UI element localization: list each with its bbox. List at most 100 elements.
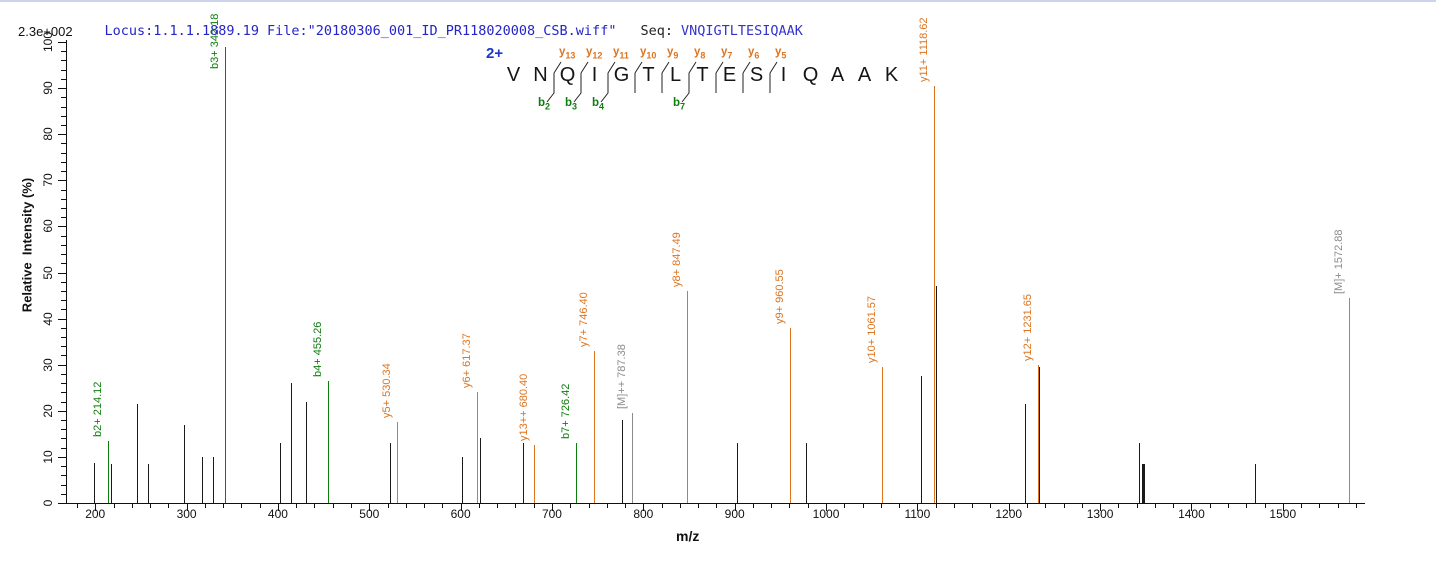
x-tick-label: 1200 xyxy=(995,507,1023,521)
x-tick-label: 1000 xyxy=(812,507,840,521)
file-text: File:"20180306_001_ID_PR118020008_CSB.wi… xyxy=(266,23,617,39)
y-minor-tick xyxy=(61,355,66,357)
spectrum-header: Locus:1.1.1.1889.19 File:"20180306_001_ID… xyxy=(72,7,803,55)
y-minor-tick xyxy=(61,69,66,71)
peak-label: y12+ 1231.65 xyxy=(1021,293,1034,361)
peak-line xyxy=(1038,367,1040,503)
x-minor-tick xyxy=(1264,504,1266,508)
x-minor-tick xyxy=(771,504,773,508)
peak-line xyxy=(328,380,330,503)
x-major-tick xyxy=(1008,504,1010,511)
x-minor-tick xyxy=(1118,504,1120,508)
sequence-residue: I xyxy=(591,64,598,86)
y-minor-tick xyxy=(61,373,66,375)
x-minor-tick xyxy=(625,504,627,508)
x-minor-tick xyxy=(332,504,334,508)
x-minor-tick xyxy=(880,504,882,508)
y-minor-tick xyxy=(61,290,66,292)
x-major-tick xyxy=(1282,504,1284,511)
y-tick-label: 30 xyxy=(41,358,55,372)
peak-line xyxy=(631,413,633,503)
peak-line xyxy=(476,392,478,503)
sequence-residue: K xyxy=(884,64,899,86)
x-minor-tick xyxy=(807,504,809,508)
peak-line xyxy=(534,445,536,503)
x-major-tick xyxy=(643,504,645,511)
x-minor-tick xyxy=(899,504,901,508)
x-tick-label: 1400 xyxy=(1178,507,1205,521)
sequence-residue: T xyxy=(696,64,709,86)
y-tick-label: 10 xyxy=(41,450,55,464)
peak-line xyxy=(183,424,185,503)
y-minor-tick xyxy=(61,254,66,256)
peak-line xyxy=(576,443,578,503)
fragment-cleavage-mark xyxy=(573,59,589,110)
x-minor-tick xyxy=(1227,504,1229,508)
fragment-cleavage-mark xyxy=(708,59,724,110)
y-minor-tick xyxy=(61,263,66,265)
y-minor-tick xyxy=(61,309,66,311)
x-minor-tick xyxy=(314,504,316,508)
x-minor-tick xyxy=(296,504,298,508)
x-major-tick xyxy=(917,504,919,511)
y-ion-label: y10 xyxy=(640,46,657,61)
y-tick-label: 0 xyxy=(41,499,55,507)
y-major-tick xyxy=(58,134,66,136)
seq-value: VNQIGTLTESIQAAK xyxy=(680,23,803,39)
peak-label: y8+ 847.49 xyxy=(670,232,683,287)
y-minor-tick xyxy=(61,106,66,108)
peak-line xyxy=(202,456,204,503)
max-intensity-scale: 2.3e+002 xyxy=(18,24,73,39)
y-tick-label: 60 xyxy=(41,219,55,234)
x-minor-tick xyxy=(990,504,992,508)
x-major-tick xyxy=(460,504,462,511)
seq-label: Seq: xyxy=(640,23,673,39)
y-tick-label: 50 xyxy=(41,265,55,280)
peak-line xyxy=(390,443,392,503)
fragment-cleavage-mark xyxy=(627,59,643,110)
y-minor-tick xyxy=(61,484,66,486)
y-ion-label: y9 xyxy=(667,46,679,61)
y-minor-tick xyxy=(61,78,66,80)
x-tick-label: 900 xyxy=(724,507,745,521)
peak-label: y11+ 1118.62 xyxy=(918,17,931,82)
sequence-residue: V xyxy=(506,64,521,86)
y-minor-tick xyxy=(61,438,66,440)
x-tick-label: 400 xyxy=(267,507,288,521)
peak-line xyxy=(213,456,215,503)
sequence-residue: Q xyxy=(559,64,576,86)
peak-line xyxy=(290,383,292,503)
y-major-tick xyxy=(58,456,66,458)
peak-label: b2+ 214.12 xyxy=(92,381,105,437)
peak-line xyxy=(479,438,481,503)
b-ion-label: b3 xyxy=(564,97,577,112)
x-minor-tick xyxy=(1063,504,1065,508)
sequence-residue: S xyxy=(749,64,764,86)
x-minor-tick xyxy=(1301,504,1303,508)
y-minor-tick xyxy=(61,60,66,62)
y-ion-label: y5 xyxy=(775,46,787,61)
x-minor-tick xyxy=(259,504,261,508)
x-minor-tick xyxy=(497,504,499,508)
x-minor-tick xyxy=(405,504,407,508)
x-minor-tick xyxy=(1337,504,1339,508)
x-tick-label: 200 xyxy=(85,507,106,521)
peak-line xyxy=(1139,443,1141,503)
y-minor-tick xyxy=(61,244,66,246)
x-minor-tick xyxy=(204,504,206,508)
y-minor-tick xyxy=(61,300,66,302)
x-minor-tick xyxy=(606,504,608,508)
x-minor-tick xyxy=(1154,504,1156,508)
x-minor-tick xyxy=(131,504,133,508)
x-minor-tick xyxy=(223,504,225,508)
sequence-residue: T xyxy=(642,64,655,86)
x-minor-tick xyxy=(1081,504,1083,508)
x-minor-tick xyxy=(862,504,864,508)
x-minor-tick xyxy=(935,504,937,508)
y-minor-tick xyxy=(61,97,66,99)
y-minor-tick xyxy=(61,207,66,209)
x-axis-title: m/z xyxy=(676,528,700,544)
y-minor-tick xyxy=(61,466,66,468)
y-minor-tick xyxy=(61,189,66,191)
